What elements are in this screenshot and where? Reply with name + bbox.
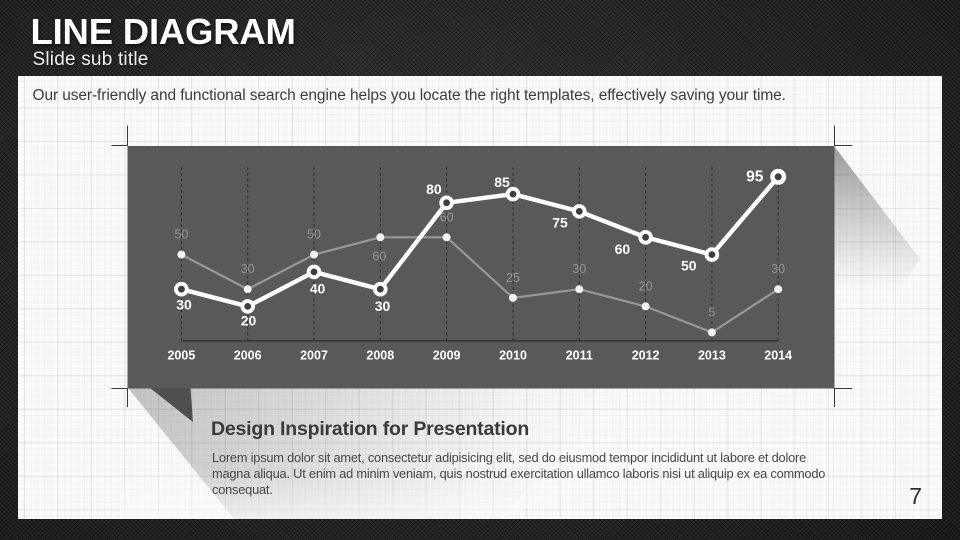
svg-text:95: 95 bbox=[746, 169, 764, 186]
svg-text:75: 75 bbox=[552, 215, 568, 231]
svg-text:30: 30 bbox=[771, 262, 785, 276]
svg-text:30: 30 bbox=[241, 262, 255, 276]
svg-text:2009: 2009 bbox=[433, 349, 461, 363]
svg-text:2007: 2007 bbox=[300, 349, 328, 363]
svg-text:20: 20 bbox=[241, 313, 257, 329]
svg-text:2010: 2010 bbox=[499, 349, 527, 363]
svg-text:5: 5 bbox=[708, 305, 715, 319]
svg-text:2013: 2013 bbox=[698, 349, 726, 363]
svg-text:80: 80 bbox=[426, 181, 442, 197]
svg-text:2012: 2012 bbox=[632, 349, 660, 363]
svg-text:50: 50 bbox=[681, 257, 697, 273]
svg-text:25: 25 bbox=[506, 271, 520, 285]
svg-text:30: 30 bbox=[375, 298, 391, 314]
svg-text:60: 60 bbox=[615, 241, 631, 257]
svg-text:2006: 2006 bbox=[234, 349, 262, 363]
svg-text:40: 40 bbox=[310, 281, 326, 297]
svg-text:2014: 2014 bbox=[764, 349, 792, 363]
svg-text:60: 60 bbox=[372, 249, 386, 263]
svg-text:20: 20 bbox=[639, 279, 653, 293]
svg-text:2005: 2005 bbox=[167, 349, 195, 363]
svg-text:60: 60 bbox=[440, 210, 454, 224]
svg-text:2011: 2011 bbox=[566, 349, 593, 363]
svg-text:85: 85 bbox=[494, 174, 510, 190]
svg-text:30: 30 bbox=[572, 262, 586, 276]
svg-text:50: 50 bbox=[307, 228, 321, 242]
svg-text:30: 30 bbox=[176, 296, 192, 312]
svg-text:2008: 2008 bbox=[366, 349, 394, 363]
svg-text:50: 50 bbox=[174, 228, 188, 242]
